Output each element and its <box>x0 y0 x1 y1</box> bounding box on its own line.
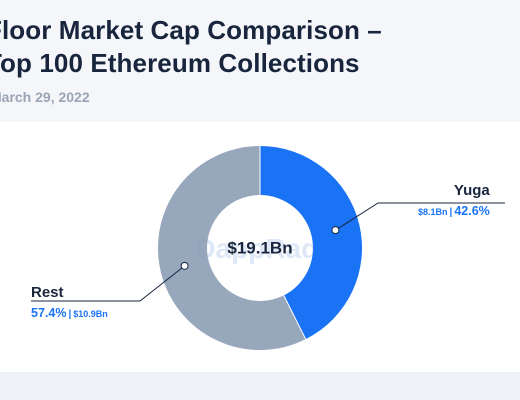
slice-separator <box>283 295 307 340</box>
slice-value-rest: $10.9Bn <box>73 309 108 319</box>
center-total-label: $19.1Bn <box>227 239 292 258</box>
leader-lines <box>31 202 505 302</box>
slice-percent-rest: 57.4% <box>31 306 67 320</box>
chart-date: March 29, 2022 <box>0 89 90 105</box>
separator: | <box>68 309 72 320</box>
slice-name-rest: Rest <box>31 284 64 301</box>
slice-label-yuga: Yuga $8.1Bn | 42.6% <box>418 182 490 218</box>
leader-line-rest <box>31 265 185 302</box>
leader-dot-rest <box>180 261 189 270</box>
slice-label-rest: Rest 57.4% | $10.9Bn <box>31 284 108 320</box>
leader-line-yuga <box>335 202 505 231</box>
leader-dot-yuga <box>331 226 340 235</box>
slice-value-yuga: $8.1Bn <box>418 207 448 217</box>
donut-slices <box>157 146 362 350</box>
chart-title-line-1: Floor Market Cap Comparison – <box>0 15 382 45</box>
chart-title-line-2: Top 100 Ethereum Collections <box>0 48 360 78</box>
slice-name-yuga: Yuga <box>453 182 490 199</box>
slice-rest <box>157 146 306 350</box>
slice-values-yuga: $8.1Bn | 42.6% <box>418 204 490 218</box>
slice-percent-yuga: 42.6% <box>454 204 490 218</box>
chart-title: Floor Market Cap Comparison – Top 100 Et… <box>0 14 382 80</box>
slice-yuga <box>260 146 362 340</box>
slice-values-rest: 57.4% | $10.9Bn <box>31 306 108 320</box>
footer-band <box>0 372 520 400</box>
separator: | <box>449 207 453 218</box>
